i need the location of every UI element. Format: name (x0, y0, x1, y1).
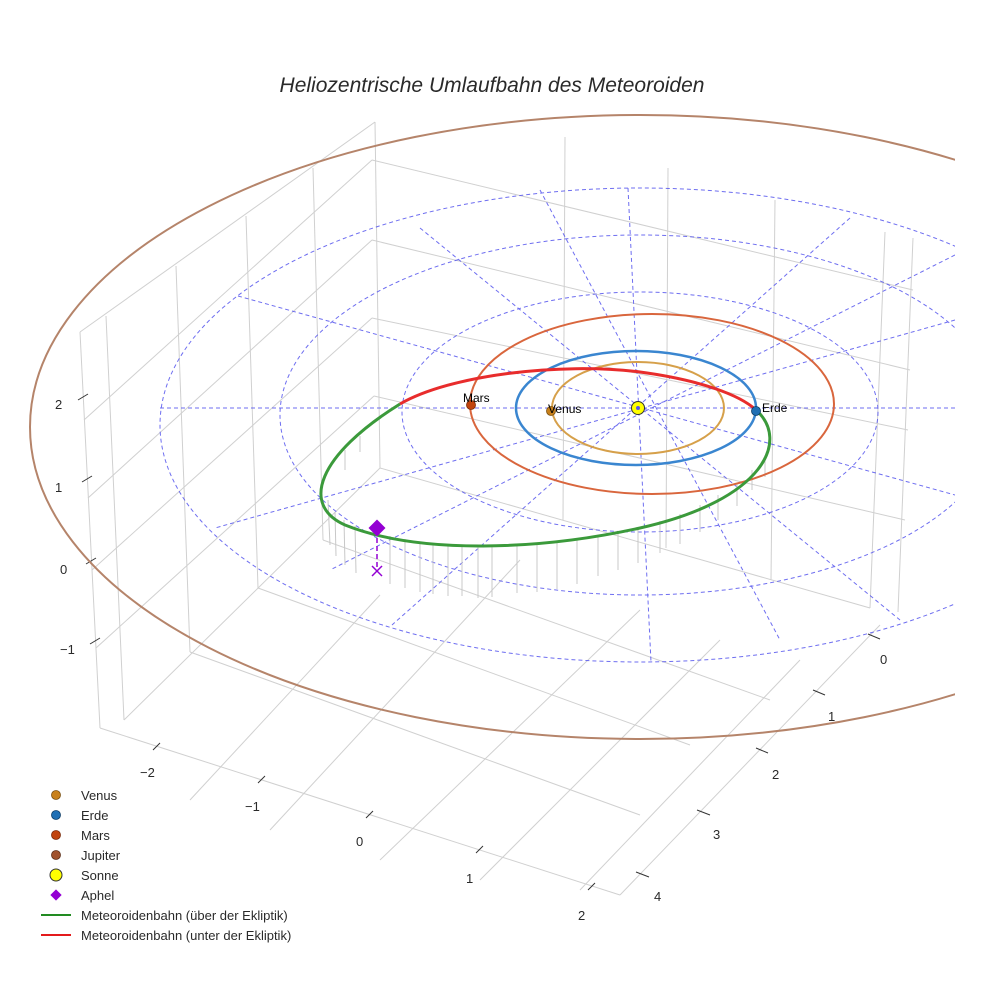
venus-legend-icon (51, 790, 61, 800)
meteoroid-orbit-above-ecliptic (319, 402, 772, 548)
legend-item-mars[interactable]: Mars (36, 825, 291, 845)
mars-label: Mars (463, 391, 490, 405)
venus-label: Venus (548, 402, 581, 416)
legend: Venus Erde Mars Jupiter Sonne Aphel Mete… (36, 785, 291, 945)
diamond-legend-icon (50, 889, 62, 901)
jupiter-orbit (29, 114, 955, 740)
legend-label: Venus (81, 787, 118, 803)
svg-text:−1: −1 (60, 642, 75, 657)
venus-marker[interactable] (546, 406, 556, 416)
legend-item-erde[interactable]: Erde (36, 805, 291, 825)
grid-walls (79, 121, 914, 896)
legend-label: Meteoroidenbahn (unter der Ekliptik) (81, 927, 292, 943)
mars-marker[interactable] (466, 400, 476, 410)
aphelion-marker[interactable] (368, 519, 386, 537)
svg-text:3: 3 (713, 827, 720, 842)
earth-label: Erde (762, 401, 788, 415)
svg-text:−2: −2 (140, 765, 155, 780)
svg-text:2: 2 (772, 767, 779, 782)
legend-label: Erde (81, 807, 109, 823)
y-axis-tick-labels: 0 1 2 3 4 (654, 652, 887, 904)
meteoroid-orbit-below-ecliptic (399, 367, 758, 412)
legend-item-sonne[interactable]: Sonne (36, 865, 291, 885)
legend-label: Aphel (81, 887, 115, 903)
aphelion-projection-x-icon (371, 565, 383, 577)
legend-label: Mars (81, 827, 110, 843)
sun-legend-icon (49, 868, 63, 882)
legend-item-jupiter[interactable]: Jupiter (36, 845, 291, 865)
legend-label: Sonne (81, 867, 119, 883)
legend-item-aphel[interactable]: Aphel (36, 885, 291, 905)
polar-reference-grid (159, 187, 955, 663)
z-axis-tick-labels: 2 1 0 −1 (55, 397, 75, 657)
legend-label: Jupiter (81, 847, 121, 863)
axis-ticks (77, 393, 881, 891)
svg-text:1: 1 (55, 480, 62, 495)
legend-item-venus[interactable]: Venus (36, 785, 291, 805)
svg-text:2: 2 (55, 397, 62, 412)
sun-center-dot (636, 406, 640, 410)
earth-marker[interactable] (751, 406, 761, 416)
jupiter-legend-icon (51, 850, 61, 860)
earth-legend-icon (51, 810, 61, 820)
orbit-drop-lines (327, 436, 766, 598)
svg-text:1: 1 (466, 871, 473, 886)
mars-legend-icon (51, 830, 61, 840)
legend-label: Meteoroidenbahn (über der Ekliptik) (81, 907, 288, 923)
svg-text:2: 2 (578, 908, 585, 923)
svg-text:−1: −1 (245, 799, 260, 814)
svg-text:0: 0 (60, 562, 67, 577)
chart-title: Heliozentrische Umlaufbahn des Meteoroid… (279, 74, 705, 97)
x-axis-tick-labels: −2 −1 0 1 2 (140, 765, 585, 923)
svg-text:1: 1 (828, 709, 835, 724)
svg-text:4: 4 (654, 889, 661, 904)
legend-item-orbit-above[interactable]: Meteoroidenbahn (über der Ekliptik) (36, 905, 291, 925)
svg-text:0: 0 (880, 652, 887, 667)
svg-text:0: 0 (356, 834, 363, 849)
legend-item-orbit-below[interactable]: Meteoroidenbahn (unter der Ekliptik) (36, 925, 291, 945)
